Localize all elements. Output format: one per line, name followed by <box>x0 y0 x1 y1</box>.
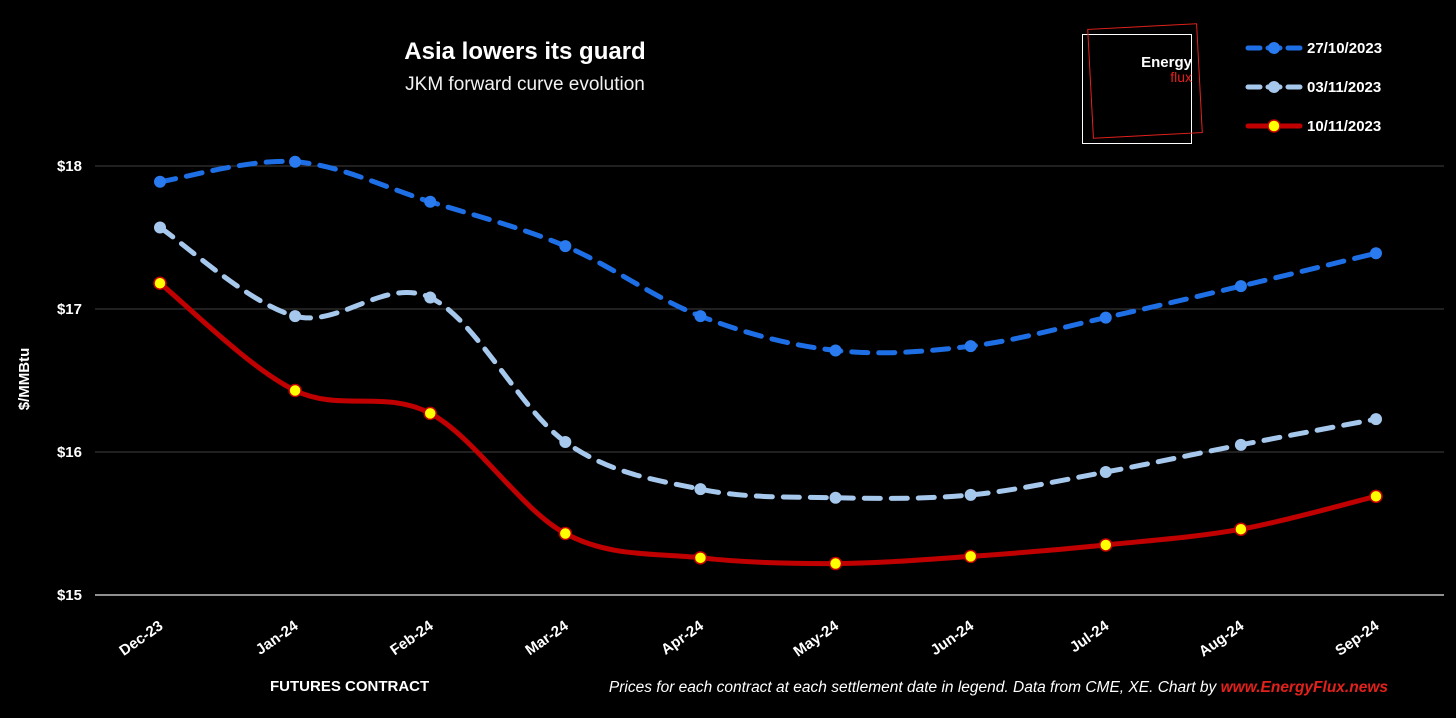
series-1-point <box>1370 247 1382 260</box>
series-1-point <box>154 175 166 188</box>
legend-label-3: 10/11/2023 <box>1307 118 1381 135</box>
series-line-1 <box>157 158 1379 356</box>
series-1-point <box>289 155 302 168</box>
x-tick-label: Apr-24 <box>658 617 707 659</box>
series-3-point <box>693 551 708 565</box>
series-3-point <box>1234 522 1248 536</box>
y-axis-label: $/MMBtu <box>16 348 33 411</box>
series-2-point <box>154 221 166 234</box>
series-2-point <box>559 435 572 448</box>
series-1-point <box>964 340 977 353</box>
source-note-text: Prices for each contract at each settlem… <box>608 679 1221 696</box>
series-2-point <box>1370 413 1382 426</box>
logo-line2: flux <box>1170 69 1192 85</box>
series-1-point <box>829 344 842 357</box>
x-tick-label: Jul-24 <box>1067 617 1113 656</box>
x-tick-label: May-24 <box>790 617 842 660</box>
series-2-point <box>1234 438 1247 451</box>
series-lines <box>157 158 1379 567</box>
series-2-point <box>289 310 302 323</box>
logo-line1: Energy <box>1141 54 1192 71</box>
series-1-point <box>1234 280 1247 293</box>
x-axis-ticks: Dec-23 Jan-24 Feb-24 Mar-24 Apr-24 May-24 Jun-… <box>116 617 1383 660</box>
series-1-point <box>1099 311 1112 324</box>
legend-marker-1 <box>1268 42 1280 54</box>
series-3-point <box>828 556 843 571</box>
x-tick-label: Dec-23 <box>116 617 166 659</box>
series-3-point <box>288 383 302 398</box>
legend: 27/10/2023 03/11/2023 10/11/2023 <box>1245 40 1382 135</box>
series-2-point <box>964 488 977 501</box>
series-3-point <box>558 526 573 541</box>
x-tick-label: Sep-24 <box>1332 617 1383 660</box>
series-3-point <box>153 276 167 291</box>
legend-marker-2 <box>1268 81 1280 93</box>
x-tick-label: Jan-24 <box>253 617 302 659</box>
series-1-point <box>559 240 572 253</box>
logo-frame <box>1082 34 1192 144</box>
series-2-point <box>694 483 707 496</box>
chart-subtitle: JKM forward curve evolution <box>405 74 645 95</box>
source-link[interactable]: www.EnergyFlux.news <box>1220 679 1388 696</box>
legend-marker-3 <box>1267 119 1281 133</box>
y-tick-label: $15 <box>57 587 82 604</box>
series-3-point <box>423 406 437 421</box>
series-1-point <box>694 310 707 323</box>
series-3-point <box>1369 489 1383 504</box>
series-2-point <box>829 491 842 504</box>
x-tick-label: Jun-24 <box>928 617 978 659</box>
series-3-point <box>963 549 978 564</box>
chart-title: Asia lowers its guard <box>404 38 646 65</box>
y-axis-ticks: $15 $16 $17 $18 <box>57 158 82 604</box>
legend-label-2: 03/11/2023 <box>1307 79 1381 96</box>
y-tick-label: $17 <box>57 301 82 318</box>
x-tick-label: Aug-24 <box>1196 617 1248 660</box>
series-2-point <box>1099 466 1112 479</box>
source-note: Prices for each contract at each settlem… <box>609 679 1388 697</box>
x-tick-label: Mar-24 <box>522 617 572 659</box>
energyflux-logo: Energy flux <box>1112 54 1192 85</box>
y-tick-label: $16 <box>57 444 82 461</box>
series-1-point <box>424 195 437 208</box>
y-tick-label: $18 <box>57 158 82 175</box>
series-2-point <box>424 291 437 304</box>
x-axis-label: FUTURES CONTRACT <box>270 678 430 695</box>
legend-label-1: 27/10/2023 <box>1307 40 1382 57</box>
series-markers <box>153 155 1383 571</box>
series-3-point <box>1099 538 1113 552</box>
series-line-3 <box>157 280 1379 567</box>
series-line-2 <box>157 224 1379 501</box>
x-tick-label: Feb-24 <box>387 617 437 659</box>
